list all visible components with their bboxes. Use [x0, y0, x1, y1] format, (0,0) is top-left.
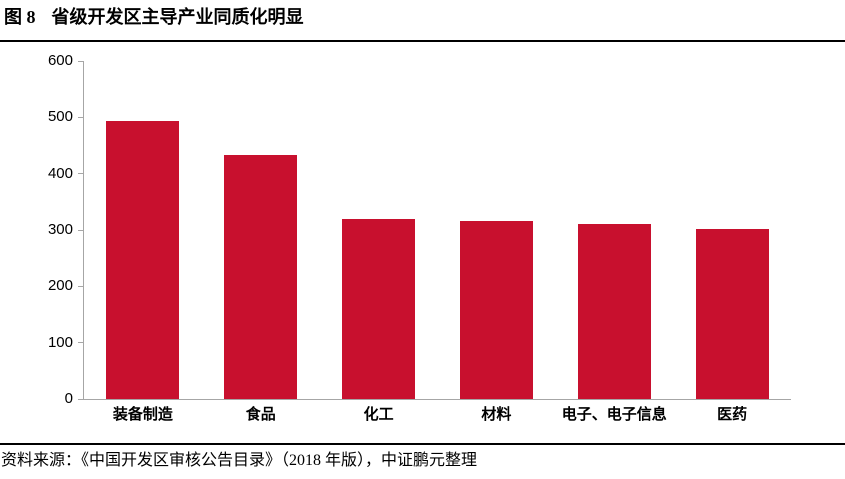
bar-6: [695, 228, 769, 399]
source-note: 资料来源：《中国开发区审核公告目录》（2018 年版），中证鹏元整理: [1, 452, 478, 469]
x-axis-category-label: 医药: [717, 406, 748, 423]
x-axis-category-label: 化工: [363, 406, 394, 423]
figure-title: 图 8 省级开发区主导产业同质化明显: [4, 6, 304, 28]
y-axis-tick: [78, 116, 84, 118]
bar-3: [342, 218, 416, 399]
top-rule: [0, 40, 845, 42]
bottom-rule: [0, 443, 845, 445]
y-axis-tick: [78, 342, 84, 344]
figure-number: 图 8: [4, 7, 36, 27]
plot-area: 0 100 200 300 400 500 600 装备制造 食品 化工 材料 电子、电子信息 医药: [48, 52, 791, 423]
y-axis-label: 400: [47, 164, 73, 182]
x-axis-category-label: 材料: [481, 406, 512, 423]
x-axis-category-label: 电子、电子信息: [561, 406, 667, 423]
y-axis-label: 100: [47, 333, 73, 351]
bar-4: [459, 221, 533, 399]
y-axis-tick: [78, 173, 84, 175]
bar-1: [106, 121, 180, 399]
y-axis-label: 500: [47, 108, 73, 126]
y-axis-label: 0: [64, 390, 73, 407]
bar-2: [224, 154, 298, 399]
x-axis-category-label: 装备制造: [112, 406, 173, 423]
x-axis-category-label: 食品: [245, 406, 276, 423]
bar-chart: 0 100 200 300 400 500 600 装备制造 食品 化工 材料 电子、电子信息 医药: [48, 52, 791, 423]
y-axis-tick: [78, 398, 84, 400]
y-axis-tick: [78, 60, 84, 62]
y-axis-label: 300: [47, 221, 73, 238]
y-axis-tick: [78, 229, 84, 231]
y-axis-label: 200: [47, 277, 73, 295]
figure-title-text: 省级开发区主导产业同质化明显: [51, 7, 304, 27]
y-axis-tick: [78, 285, 84, 287]
y-axis-label: 600: [47, 52, 73, 69]
bar-5: [577, 224, 651, 399]
